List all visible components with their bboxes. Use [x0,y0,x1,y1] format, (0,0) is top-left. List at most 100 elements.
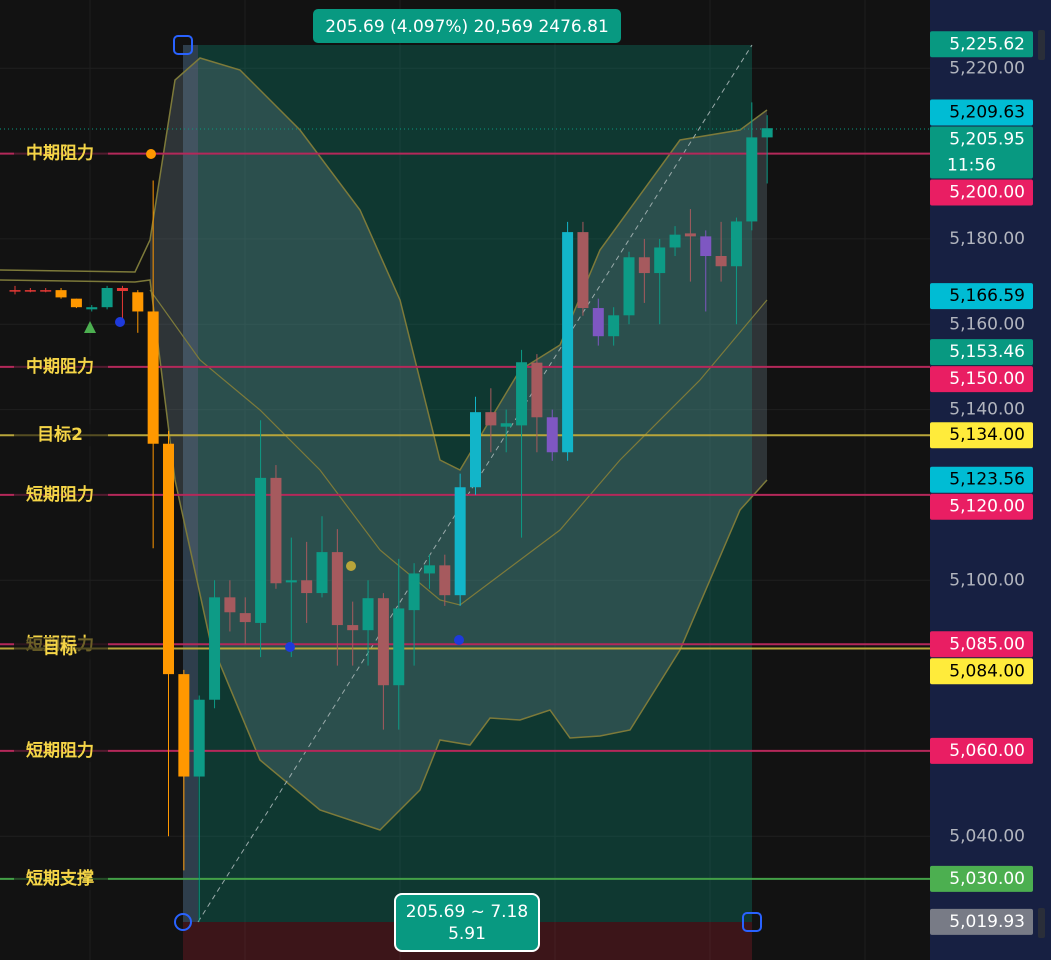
candle-body [761,128,773,138]
candle-body [592,308,604,337]
signal-dot [146,149,156,159]
price-badge-label: 5,153.46 [949,342,1025,362]
price-badge [930,99,1033,126]
price-badge-label: 5,166.59 [949,286,1025,306]
candle-body [500,423,512,427]
candle-body [285,580,297,583]
candle-body [239,613,251,623]
level-label: 目标2 [37,424,83,445]
price-badge [930,366,1033,393]
candle-body [24,290,36,292]
candle-body [608,315,620,337]
signal-dot [454,635,464,645]
candle-body [470,412,481,488]
candle-body [408,573,420,611]
price-badge-label: 5,123.56 [949,470,1025,490]
candle-body [746,137,758,222]
price-badge [930,908,1033,935]
candle-body [562,232,574,453]
price-badge [930,422,1033,449]
candle-body [331,552,343,626]
candle-body [669,234,681,248]
candle-body [116,288,128,291]
price-badge-label: 5,120.00 [949,497,1025,517]
handle[interactable] [742,912,762,932]
candle-body [270,477,282,584]
handle[interactable] [173,35,193,55]
candle-body [623,257,635,316]
candle-body [377,598,389,686]
candle-body [546,417,558,453]
level-label-bg [14,637,108,660]
level-label: 中期阻力 [26,143,94,164]
candle-body [715,256,727,267]
candle-body [178,674,190,777]
candle-body [55,290,67,298]
price-badge-label: 5,205.95 [949,130,1025,150]
countdown-label: 11:56 [947,156,996,176]
price-badge [930,631,1033,658]
measure-top-label: 205.69 (4.097%) 20,569 2476.81 [325,17,609,37]
measure-top-box [313,9,621,43]
band-fill [150,58,767,830]
candle-body [255,477,267,623]
y-tick-label: 5,040.00 [949,826,1025,846]
price-badge-label: 5,085.00 [949,634,1025,654]
scrollbar[interactable] [1038,30,1045,60]
candle-body [439,565,451,596]
price-badge [930,737,1033,764]
y-tick-label: 5,160.00 [949,314,1025,334]
candle-body [393,608,405,686]
price-badge [930,126,1033,179]
price-badge [930,493,1033,520]
signal-dot [285,642,295,652]
level-label: 中期阻力 [26,356,94,377]
price-badge [930,466,1033,493]
candle-body [516,362,528,426]
price-badge-label: 5,030.00 [949,869,1025,889]
candle-body [70,298,82,308]
price-badge [930,283,1033,310]
level-label-bg [14,424,108,447]
level-label: 目标 [43,638,77,659]
price-badge [930,658,1033,685]
y-tick-label: 5,220.00 [949,58,1025,78]
level-label: 短期阻力 [26,484,94,505]
measure-diagonal [197,44,753,923]
level-label: 短期阻力 [26,740,94,761]
candle-body [700,236,712,256]
price-badge [930,339,1033,366]
signal-dot [115,317,125,327]
price-badge [930,179,1033,206]
signal-triangle [84,321,96,333]
candle-body [9,290,21,292]
y-tick-label: 5,100.00 [949,570,1025,590]
price-badge-label: 5,134.00 [949,425,1025,445]
candle-body [301,580,313,594]
candle-body [147,311,159,444]
candle-body [193,699,205,777]
candle-body [362,598,374,631]
scrollbar[interactable] [1038,908,1045,938]
candle-body [485,412,497,426]
middle-band [149,289,768,606]
candle-body [684,233,696,237]
price-badge [930,865,1033,892]
candle-body [209,597,221,700]
candle-body [40,290,52,292]
level-label: 短期支撑 [26,868,94,889]
candle-body [638,257,650,274]
handle[interactable] [174,913,192,931]
candle-body [423,565,435,574]
candle-body [730,221,742,267]
candle-body [101,288,113,308]
candle-body [163,443,174,675]
candle-body [654,247,666,274]
candle-body [577,232,589,309]
level-label-bg [14,483,108,506]
candle-body [347,625,359,631]
candle-body [531,362,543,418]
signal-dot [346,561,356,571]
